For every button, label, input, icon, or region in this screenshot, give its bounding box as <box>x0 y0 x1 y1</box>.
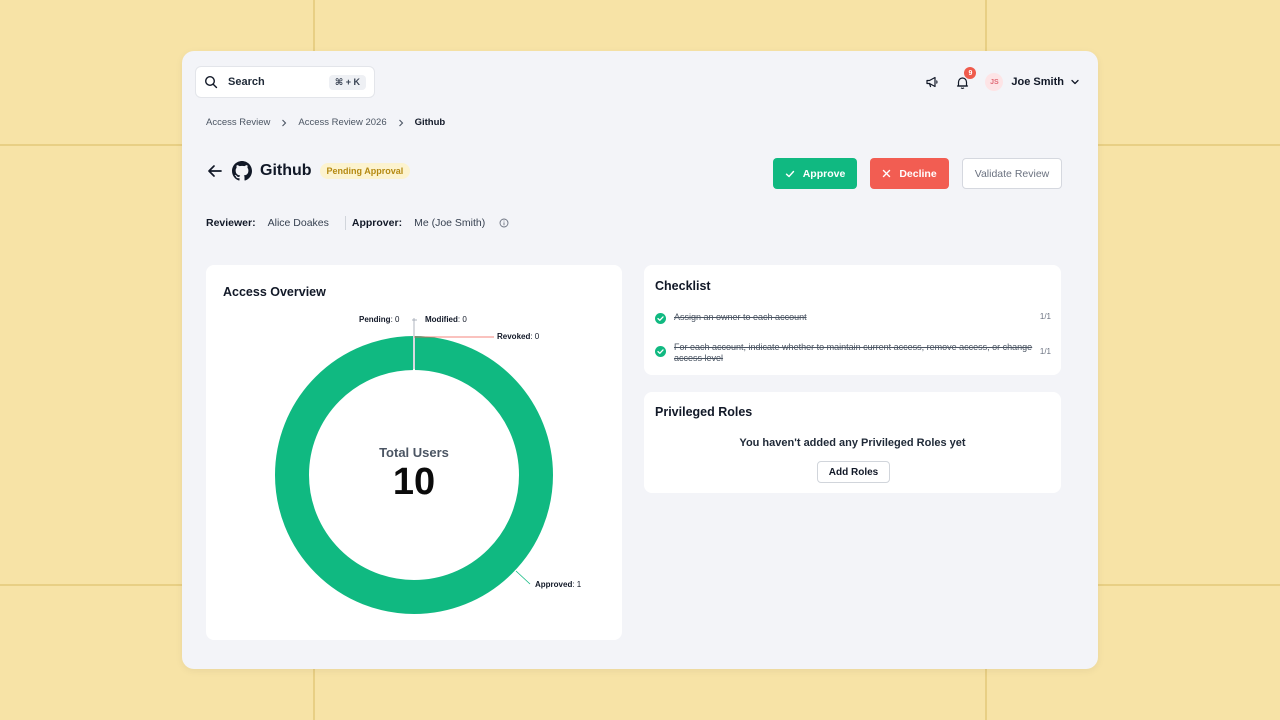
checklist-item[interactable]: For each account, indicate whether to ma… <box>655 342 1051 364</box>
chevron-right-icon <box>280 119 288 127</box>
legend-approved: Approved: 1 <box>535 580 581 589</box>
validate-review-button[interactable]: Validate Review <box>962 158 1062 189</box>
leader-line-approved <box>515 570 531 585</box>
empty-state-text: You haven't added any Privileged Roles y… <box>739 437 966 449</box>
legend-pending-key: Pending <box>359 315 391 324</box>
review-actions: Approve Decline Validate Review <box>760 158 1062 189</box>
app-window: Search ⌘ + K 9 JS Joe Smith Access Revie… <box>182 51 1098 669</box>
page-header: Github Pending Approval <box>206 159 411 183</box>
chevron-down-icon[interactable] <box>1070 77 1080 87</box>
reviewer-value: Alice Doakes <box>267 217 329 229</box>
legend-pending-value: : 0 <box>390 315 400 324</box>
check-circle-icon <box>655 346 666 357</box>
legend-modified-key: Modified <box>425 315 458 324</box>
decline-button[interactable]: Decline <box>870 158 949 189</box>
megaphone-icon[interactable] <box>923 73 941 91</box>
breadcrumb-current: Github <box>414 117 446 128</box>
chevron-right-icon <box>397 119 405 127</box>
checklist-card: Checklist Assign an owner to each accoun… <box>644 265 1061 375</box>
page-title: Github <box>260 162 312 179</box>
decline-label: Decline <box>899 167 937 180</box>
legend-approved-value: : 1 <box>572 580 582 589</box>
total-users-label: Total Users <box>379 445 449 460</box>
legend-revoked-key: Revoked <box>497 332 531 341</box>
avatar[interactable]: JS <box>985 73 1004 91</box>
checklist-item-count: 1/1 <box>1039 312 1051 321</box>
check-icon <box>785 169 795 179</box>
breadcrumb: Access Review Access Review 2026 Github <box>206 117 445 128</box>
search-icon <box>204 75 218 89</box>
legend-pending: Pending: 0 <box>359 315 399 324</box>
back-arrow-icon[interactable] <box>206 161 226 181</box>
topbar-actions: 9 JS Joe Smith <box>923 67 1080 93</box>
checklist-item[interactable]: Assign an owner to each account 1/1 <box>655 312 1051 324</box>
card-title: Access Overview <box>223 285 326 299</box>
donut-chart <box>275 318 553 614</box>
approve-button[interactable]: Approve <box>773 158 857 189</box>
search-shortcut: ⌘ + K <box>328 74 366 90</box>
breadcrumb-item[interactable]: Access Review 2026 <box>298 117 387 128</box>
privileged-roles-card: Privileged Roles You haven't added any P… <box>644 392 1061 493</box>
checklist-item-text: For each account, indicate whether to ma… <box>674 342 1033 363</box>
github-icon <box>232 161 252 181</box>
info-icon[interactable] <box>499 218 509 228</box>
checklist-item-count: 1/1 <box>1039 347 1051 356</box>
user-name[interactable]: Joe Smith <box>1011 76 1064 88</box>
legend-revoked: Revoked: 0 <box>497 332 539 341</box>
legend-modified-value: : 0 <box>457 315 467 324</box>
breadcrumb-item[interactable]: Access Review <box>206 117 271 128</box>
divider <box>344 216 346 230</box>
search-label: Search <box>228 76 265 88</box>
approver-value: Me (Joe Smith) <box>414 217 486 229</box>
add-roles-button[interactable]: Add Roles <box>817 461 890 483</box>
notification-count-badge: 9 <box>964 67 977 79</box>
review-meta: Reviewer: Alice Doakes Approver: Me (Joe… <box>206 216 509 230</box>
close-icon <box>882 169 891 178</box>
legend-modified: Modified: 0 <box>425 315 467 324</box>
search-input[interactable]: Search ⌘ + K <box>195 66 375 98</box>
approve-label: Approve <box>802 167 846 180</box>
approver-label: Approver: <box>351 217 403 229</box>
checklist-item-text: Assign an owner to each account <box>674 312 807 322</box>
bell-icon[interactable]: 9 <box>953 67 977 91</box>
card-title: Privileged Roles <box>655 405 753 419</box>
legend-approved-key: Approved <box>535 580 573 589</box>
total-users-value: 10 <box>392 461 436 503</box>
access-overview-card: Access Overview Total Users 10 Pending: … <box>206 265 622 640</box>
card-title: Checklist <box>655 279 711 293</box>
legend-revoked-value: : 0 <box>530 332 540 341</box>
check-circle-icon <box>655 313 666 324</box>
status-badge: Pending Approval <box>319 163 411 179</box>
reviewer-label: Reviewer: <box>206 217 256 229</box>
